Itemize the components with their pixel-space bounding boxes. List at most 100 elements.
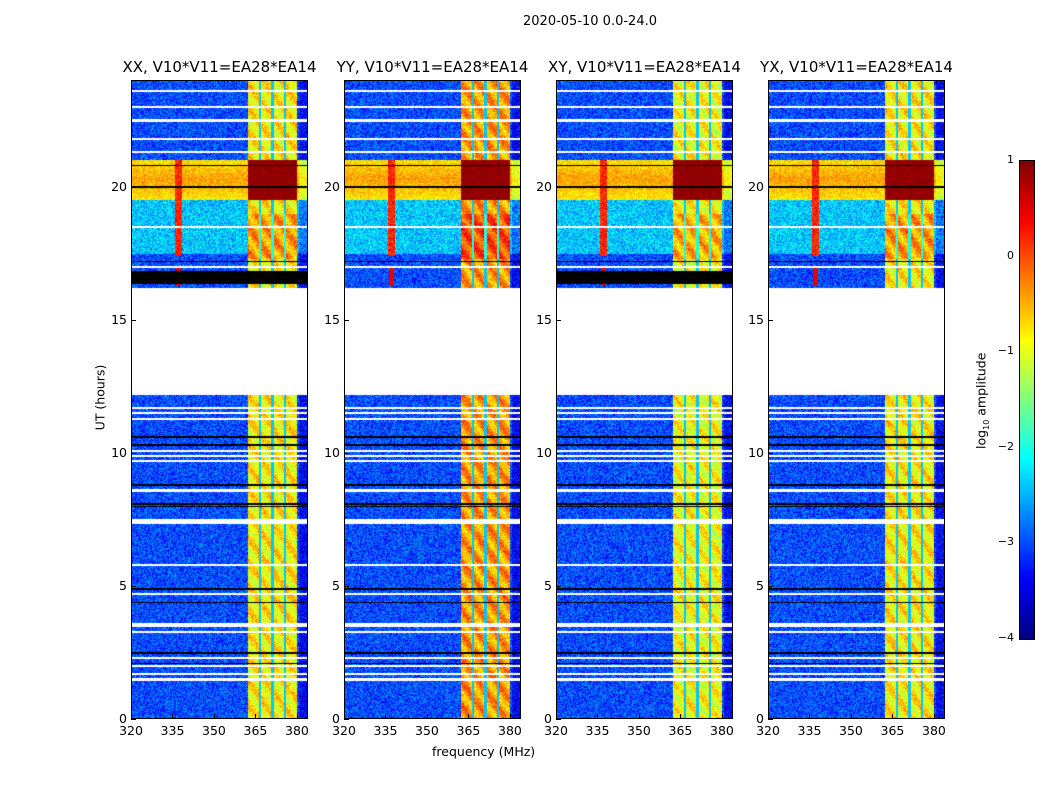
y-tick-mark [556,186,561,188]
colorbar-tick-label: 0 [1007,248,1014,262]
x-tick-label: 335 [373,723,398,738]
y-tick-label: 5 [332,577,340,593]
x-axis-label: frequency (MHz) [432,744,536,759]
heatmap-3 [556,80,733,719]
y-tick-label: 10 [536,444,552,460]
x-tick-label: 365 [880,723,905,738]
x-tick-mark [213,714,215,719]
y-tick-mark [768,585,773,587]
x-tick-mark [768,714,769,719]
y-tick-mark [556,319,561,321]
y-tick-label: 0 [119,711,127,726]
axes-frame [768,80,945,719]
y-tick-mark [768,452,773,454]
x-tick-mark [509,714,511,719]
y-tick-mark [131,585,136,587]
colorbar-gradient [1020,161,1034,639]
panel-4: YX, V10*V11=EA28*EA14 320 335 350 365 380 0 5 10… [748,58,953,738]
colorbar-tick-label: −3 [997,535,1014,549]
x-tick-label: 380 [710,723,734,738]
axes-frame [131,80,308,719]
x-tick-label: 380 [498,723,522,738]
y-tick-label: 15 [748,311,764,327]
y-tick-mark [131,719,136,720]
x-tick-mark [933,714,935,719]
x-tick-mark [638,714,640,719]
colorbar-tick-label: −2 [997,439,1014,453]
colorbar [1019,160,1035,640]
panel-title: YX, V10*V11=EA28*EA14 [760,58,953,76]
panel-title: XY, V10*V11=EA28*EA14 [548,58,741,76]
y-tick-label: 20 [748,178,764,194]
panel-3: XY, V10*V11=EA28*EA14 320 335 350 365 380 0 5 10… [536,58,741,738]
y-axis-label: UT (hours) [92,364,108,431]
heatmap-2 [344,80,521,719]
x-tick-label: 350 [839,723,863,738]
x-tick-label: 320 [544,723,568,738]
x-tick-mark [680,714,682,719]
x-tick-label: 350 [202,723,226,738]
x-tick-mark [892,714,894,719]
x-tick-label: 350 [627,723,651,738]
y-tick-label: 0 [332,711,340,726]
y-tick-mark [768,719,773,720]
y-tick-label: 5 [119,577,127,593]
y-tick-mark [556,585,561,587]
x-tick-mark [385,714,387,719]
y-tick-label: 20 [324,178,340,194]
x-tick-mark [556,714,557,719]
y-tick-mark [344,186,349,188]
y-tick-label: 5 [544,577,552,593]
axes-frame [556,80,733,719]
y-tick-mark [556,719,561,720]
x-tick-label: 365 [243,723,268,738]
heatmap-4 [768,80,945,719]
x-tick-label: 320 [756,723,780,738]
panel-2: YY, V10*V11=EA28*EA14 320 335 350 365 380 0 5 10… [324,58,528,738]
y-tick-label: 20 [111,178,127,194]
y-tick-mark [556,452,561,454]
x-tick-mark [131,714,132,719]
y-tick-label: 0 [756,711,764,726]
x-tick-label: 320 [119,723,143,738]
y-tick-label: 15 [536,311,552,327]
x-tick-label: 365 [668,723,693,738]
x-tick-label: 335 [585,723,610,738]
colorbar-tick-label: 1 [1007,153,1014,166]
colorbar-tick-label: −4 [997,631,1014,644]
x-tick-mark [296,714,298,719]
colorbar-label: log10 amplitude [973,352,991,449]
x-tick-mark [597,714,599,719]
y-tick-mark [131,186,136,188]
y-tick-label: 20 [536,178,552,194]
y-tick-label: 10 [111,444,127,460]
heatmap-1 [131,80,308,719]
x-tick-mark [255,714,257,719]
x-tick-label: 380 [285,723,309,738]
x-tick-mark [426,714,428,719]
x-tick-label: 320 [332,723,356,738]
x-tick-mark [721,714,723,719]
y-tick-mark [131,452,136,454]
panel-title: XX, V10*V11=EA28*EA14 [122,58,317,76]
y-tick-label: 0 [544,711,552,726]
y-tick-mark [344,719,349,720]
y-tick-mark [131,319,136,321]
x-tick-mark [809,714,811,719]
y-tick-label: 10 [748,444,764,460]
y-tick-mark [344,452,349,454]
y-tick-mark [344,585,349,587]
x-tick-mark [468,714,470,719]
y-tick-label: 10 [324,444,340,460]
x-tick-label: 335 [160,723,185,738]
colorbar-tick-label: −1 [997,344,1014,358]
x-tick-mark [344,714,345,719]
y-tick-label: 5 [756,577,764,593]
x-tick-label: 335 [797,723,822,738]
y-tick-label: 15 [324,311,340,327]
y-tick-mark [768,319,773,321]
x-tick-mark [850,714,852,719]
panel-title: YY, V10*V11=EA28*EA14 [336,58,529,76]
panel-1: XX, V10*V11=EA28*EA14 320 335 350 365 380 0 5 10… [111,58,316,738]
